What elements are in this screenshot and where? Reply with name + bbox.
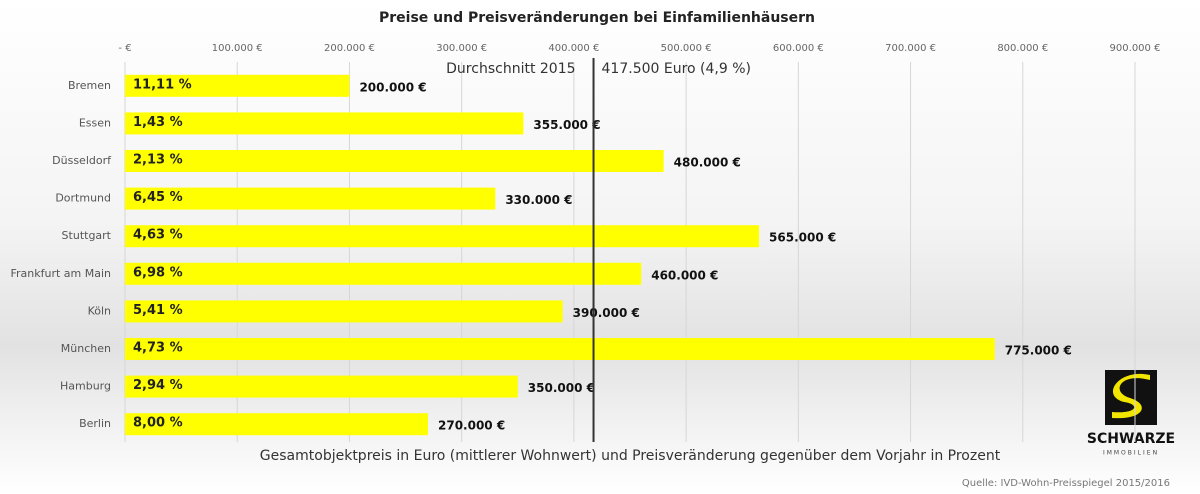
- x-tick-label: 300.000 €: [436, 43, 487, 54]
- x-tick-label: 900.000 €: [1110, 43, 1161, 54]
- value-label: 200.000 €: [359, 80, 426, 94]
- y-tick-label: Bremen: [68, 79, 111, 92]
- x-tick-label: 100.000 €: [212, 43, 263, 54]
- change-label: 6,45 %: [133, 190, 183, 205]
- change-label: 2,13 %: [133, 153, 183, 168]
- y-tick-label: Frankfurt am Main: [10, 267, 111, 280]
- y-tick-label: Stuttgart: [62, 229, 112, 242]
- change-label: 4,73 %: [133, 341, 183, 356]
- x-tick-label: 600.000 €: [773, 43, 824, 54]
- bar: [125, 262, 642, 285]
- source: Quelle: IVD-Wohn-Preisspiegel 2015/2016: [962, 478, 1170, 489]
- chart-title: Preise und Preisveränderungen bei Einfam…: [379, 10, 815, 26]
- bar: [125, 225, 760, 248]
- value-label: 270.000 €: [438, 419, 505, 433]
- bar: [125, 413, 428, 436]
- bar: [125, 74, 350, 97]
- change-label: 8,00 %: [133, 416, 183, 431]
- bar: [125, 187, 496, 210]
- x-axis-label: Gesamtobjektpreis in Euro (mittlerer Woh…: [260, 448, 1001, 464]
- y-tick-label: Düsseldorf: [52, 154, 112, 167]
- logo-subtitle: IMMOBILIEN: [1103, 450, 1159, 457]
- change-label: 4,63 %: [133, 228, 183, 243]
- value-label: 565.000 €: [769, 231, 836, 245]
- value-label: 390.000 €: [573, 306, 640, 320]
- value-label: 355.000 €: [533, 118, 600, 132]
- y-tick-label: München: [61, 342, 111, 355]
- x-tick-label: 700.000 €: [885, 43, 936, 54]
- logo-name: SCHWARZE: [1087, 431, 1175, 447]
- logo-shape: [1112, 373, 1150, 419]
- x-tick-label: 500.000 €: [661, 43, 712, 54]
- x-tick-label: 400.000 €: [548, 43, 599, 54]
- bar: [125, 375, 518, 398]
- x-tick-label: 200.000 €: [324, 43, 375, 54]
- change-label: 2,94 %: [133, 378, 183, 393]
- change-label: 5,41 %: [133, 303, 183, 318]
- change-label: 1,43 %: [133, 115, 183, 130]
- change-label: 6,98 %: [133, 265, 183, 280]
- average-text: Durchschnitt 2015: [446, 61, 575, 77]
- bar: [125, 112, 524, 135]
- x-tick-label: 800.000 €: [997, 43, 1048, 54]
- logo: SCHWARZE IMMOBILIEN: [1087, 370, 1175, 457]
- value-label: 460.000 €: [651, 268, 718, 282]
- value-label: 480.000 €: [674, 156, 741, 170]
- bar: [125, 300, 563, 323]
- y-tick-label: Köln: [88, 304, 111, 317]
- average-label: 417.500 Euro (4,9 %): [602, 61, 751, 77]
- change-label: 11,11 %: [133, 77, 192, 92]
- y-tick-label: Essen: [79, 116, 111, 129]
- value-label: 350.000 €: [528, 381, 595, 395]
- bar: [125, 338, 995, 360]
- y-tick-label: Hamburg: [60, 380, 111, 393]
- bar: [125, 150, 664, 172]
- value-label: 775.000 €: [1005, 344, 1072, 358]
- x-tick-label: - €: [118, 43, 131, 54]
- y-tick-label: Dortmund: [55, 192, 111, 205]
- y-tick-label: Berlin: [79, 417, 111, 430]
- value-label: 330.000 €: [505, 193, 572, 207]
